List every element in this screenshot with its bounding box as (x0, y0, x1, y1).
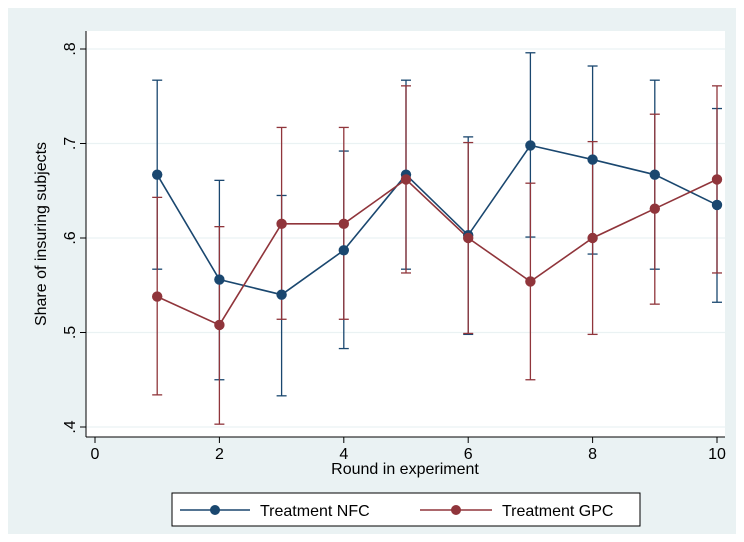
chart: .4 .5 .6 .7 .8 0 2 4 6 8 10 Round in experiment Sh… (33, 31, 726, 527)
x-tick-label: 8 (588, 446, 597, 463)
legend-swatch-nfc-marker (210, 505, 220, 515)
legend: Treatment NFC Treatment GPC (171, 492, 641, 527)
data-point-nfc (214, 274, 225, 285)
data-point-gpc (152, 291, 163, 302)
data-point-gpc (711, 174, 723, 185)
data-point-nfc (338, 245, 349, 256)
series-line-gpc (156, 178, 718, 326)
data-point-nfc (276, 289, 287, 300)
x-tick-label: 6 (464, 446, 473, 463)
data-point-gpc (525, 276, 536, 287)
data-point-nfc (525, 140, 536, 151)
y-tick-label: .4 (62, 420, 79, 433)
x-tick-label: 0 (91, 446, 100, 463)
x-tick-label: 2 (215, 446, 224, 463)
series-line-nfc (156, 144, 718, 296)
data-point-gpc (214, 319, 225, 331)
series-lines (156, 144, 718, 326)
legend-label-nfc: Treatment NFC (260, 503, 370, 520)
data-point-gpc (587, 232, 598, 244)
data-point-nfc (711, 199, 723, 211)
legend-swatch-gpc-marker (451, 505, 461, 515)
y-tick-label: .7 (62, 137, 79, 150)
ticks: .4 .5 .6 .7 .8 0 2 4 6 8 10 (62, 42, 726, 463)
data-point-gpc (463, 232, 474, 244)
x-tick-label: 10 (708, 446, 726, 463)
legend-label-gpc: Treatment GPC (502, 503, 613, 520)
data-point-nfc (152, 169, 163, 180)
y-tick-label: .6 (62, 231, 79, 244)
y-tick-label: .8 (62, 42, 79, 55)
data-point-gpc (649, 203, 660, 214)
axes (85, 31, 725, 438)
data-point-gpc (400, 174, 412, 185)
legend-item-nfc: Treatment NFC (180, 503, 370, 520)
x-tick-label: 4 (339, 446, 348, 463)
chart-frame: .4 .5 .6 .7 .8 0 2 4 6 8 10 Round in experiment Sh… (8, 8, 736, 534)
legend-item-gpc: Treatment GPC (420, 503, 613, 520)
data-point-nfc (587, 154, 598, 165)
x-axis-title: Round in experiment (331, 461, 479, 478)
series-markers (152, 140, 723, 331)
y-axis-title: Share of insuring subjects (33, 142, 50, 326)
data-point-nfc (649, 169, 660, 180)
y-tick-label: .5 (62, 326, 79, 339)
data-point-gpc (338, 218, 349, 230)
data-point-gpc (276, 218, 287, 230)
